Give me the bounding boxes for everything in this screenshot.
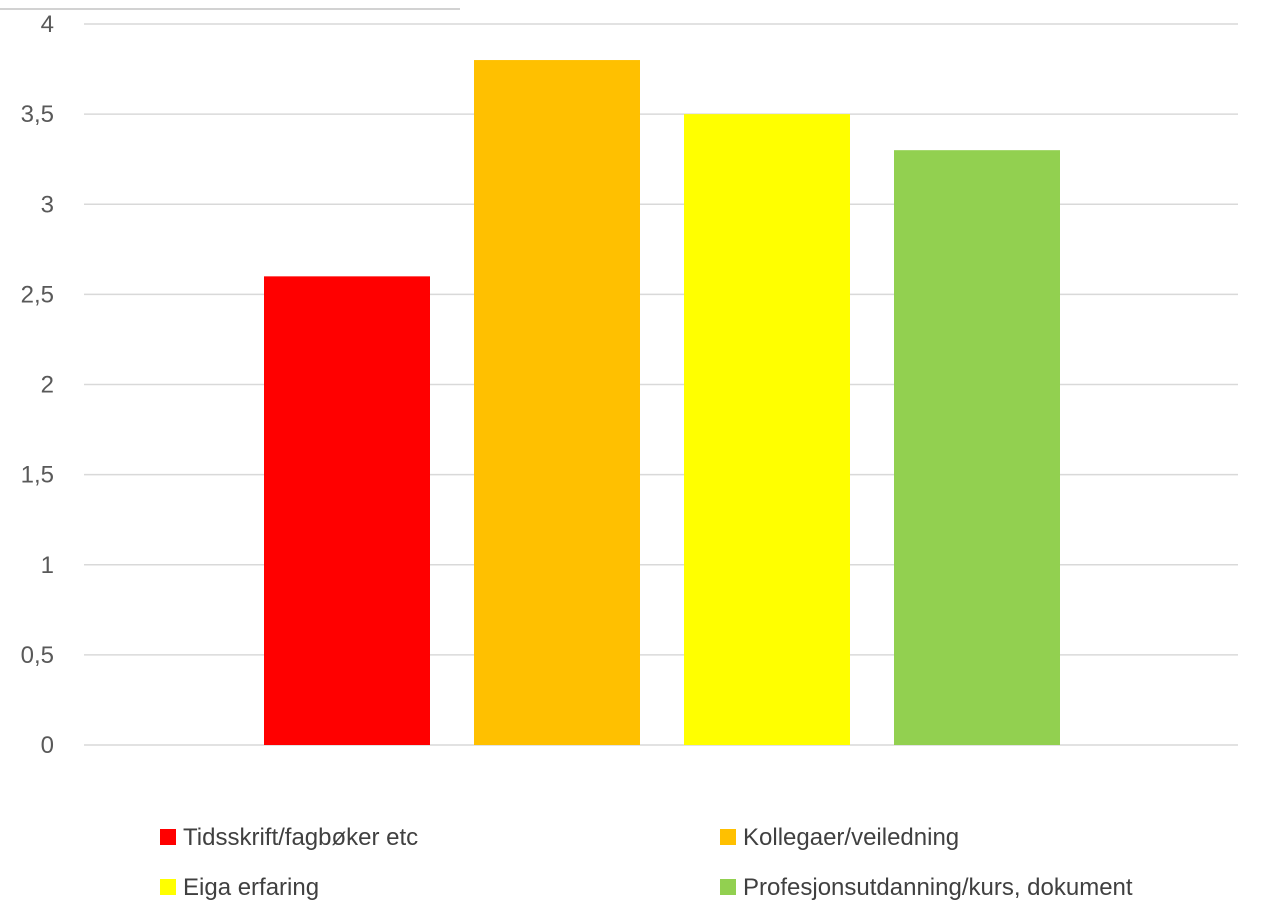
y-axis-ticks: 0 0,5 1 1,5 2 2,5 3 3,5 4: [21, 11, 54, 759]
gridlines: [84, 23, 1238, 746]
y-tick-label: 3: [41, 191, 54, 218]
y-tick-label: 3,5: [21, 101, 54, 128]
y-tick-label: 1: [41, 552, 54, 579]
legend-label: Tidsskrift/fagbøker etc: [183, 824, 418, 851]
y-tick-label: 0: [41, 732, 54, 759]
legend-swatch: [720, 879, 736, 895]
y-tick-label: 0,5: [21, 642, 54, 669]
bars: [264, 60, 1060, 746]
bar: [474, 60, 640, 746]
legend-item: Profesjonsutdanning/kurs, dokument: [720, 874, 1133, 901]
bar: [264, 276, 430, 745]
bar: [894, 150, 1060, 746]
y-tick-label: 2,5: [21, 281, 54, 308]
legend-label: Kollegaer/veiledning: [743, 824, 959, 851]
legend-item: Eiga erfaring: [160, 874, 319, 901]
legend-swatch: [160, 829, 176, 845]
legend-item: Tidsskrift/fagbøker etc: [160, 824, 418, 851]
y-tick-label: 1,5: [21, 462, 54, 489]
legend-item: Kollegaer/veiledning: [720, 824, 959, 851]
bar: [684, 114, 850, 745]
legend-swatch: [720, 829, 736, 845]
legend-swatch: [160, 879, 176, 895]
y-tick-label: 2: [41, 372, 54, 399]
legend-label: Eiga erfaring: [183, 874, 319, 901]
legend: Tidsskrift/fagbøker etc Kollegaer/veiledn…: [160, 824, 1133, 901]
legend-label: Profesjonsutdanning/kurs, dokument: [743, 874, 1133, 901]
y-tick-label: 4: [41, 11, 54, 38]
